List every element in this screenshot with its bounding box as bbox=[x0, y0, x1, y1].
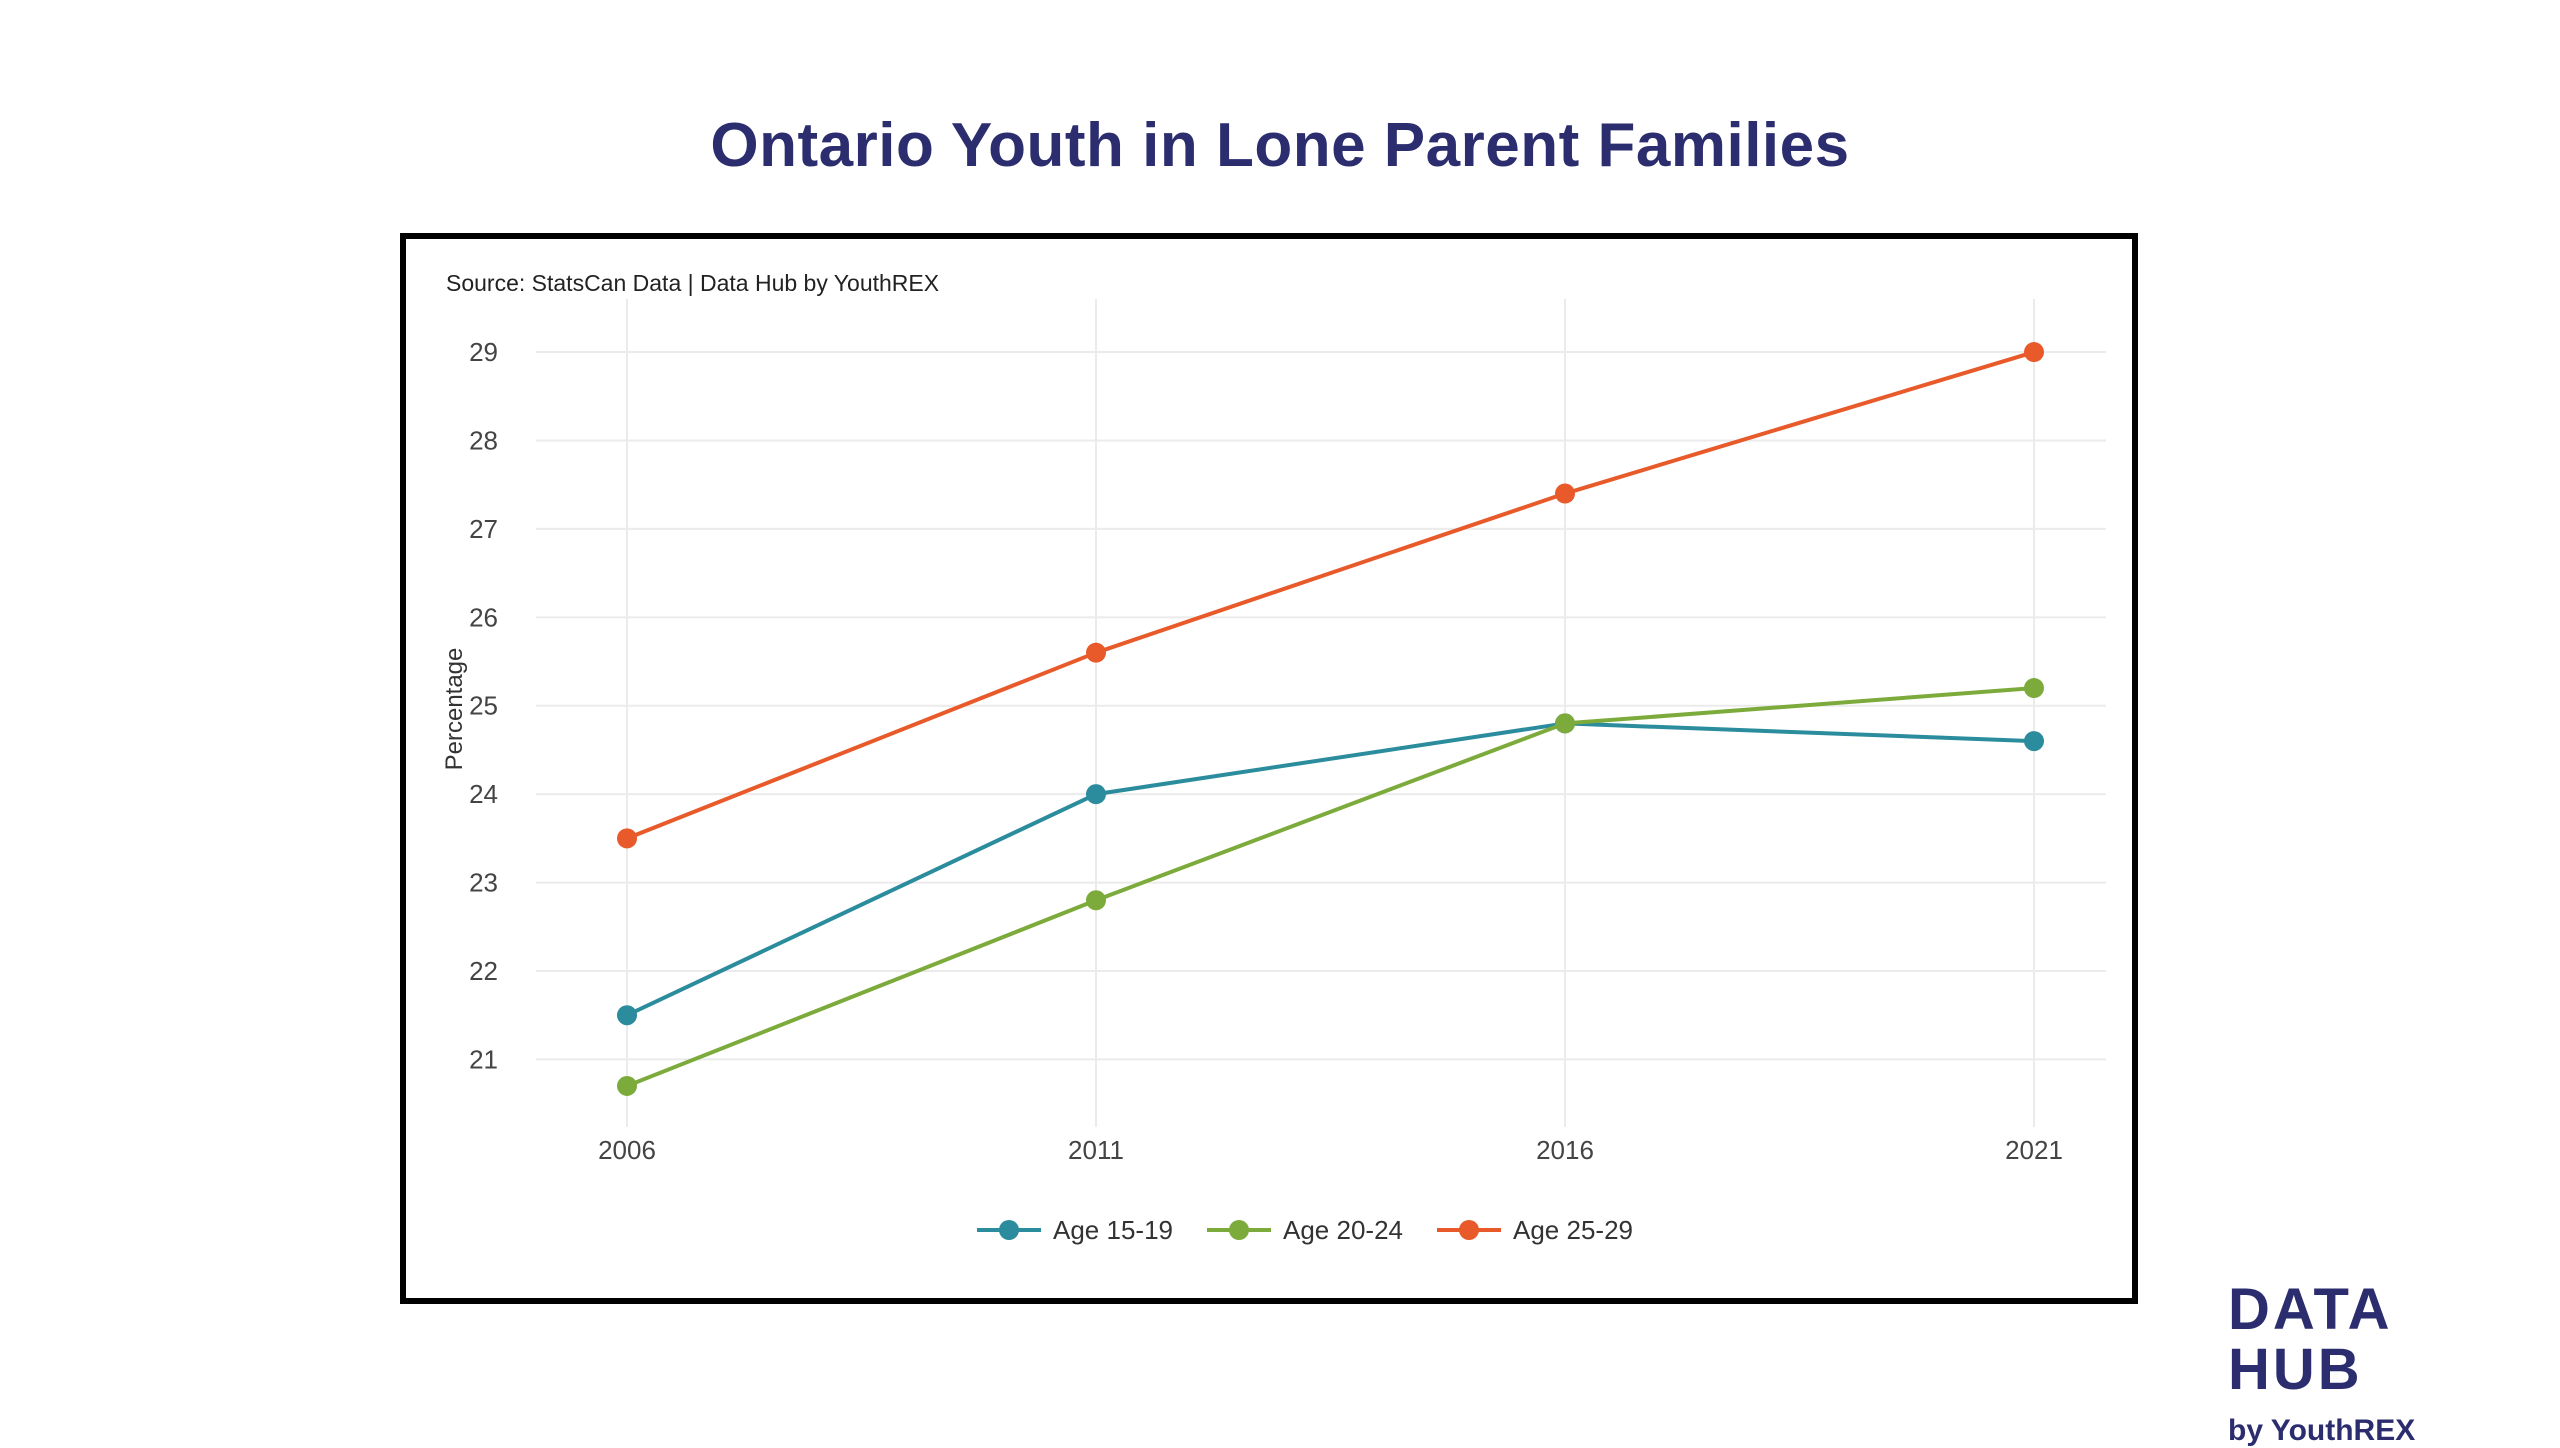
y-tick-label: 21 bbox=[469, 1044, 498, 1074]
data-point bbox=[1086, 890, 1106, 911]
y-axis-label: Percentage bbox=[441, 648, 468, 771]
legend-item: Age 25-29 bbox=[1437, 1215, 1633, 1245]
grid bbox=[536, 299, 2106, 1127]
series-line bbox=[625, 350, 2036, 841]
x-axis-ticks: 2006 2011 2016 2021 bbox=[598, 1135, 2063, 1165]
data-point bbox=[2024, 678, 2044, 699]
x-tick-label: 2006 bbox=[598, 1135, 656, 1165]
data-point bbox=[1086, 642, 1106, 663]
y-tick-label: 24 bbox=[469, 779, 498, 809]
data-point bbox=[1555, 713, 1575, 734]
y-tick-label: 23 bbox=[469, 868, 498, 898]
legend-marker bbox=[1229, 1220, 1249, 1240]
y-tick-label: 29 bbox=[469, 337, 498, 367]
data-point bbox=[2024, 731, 2044, 752]
x-tick-label: 2016 bbox=[1536, 1135, 1594, 1165]
legend-label: Age 15-19 bbox=[1053, 1215, 1173, 1245]
data-point bbox=[617, 1005, 637, 1026]
legend-label: Age 25-29 bbox=[1513, 1215, 1633, 1245]
legend-label: Age 20-24 bbox=[1283, 1215, 1403, 1245]
source-note: Source: StatsCan Data | Data Hub by Yout… bbox=[446, 270, 939, 296]
y-axis-ticks: 21 22 23 24 25 26 27 28 29 bbox=[469, 337, 498, 1074]
data-hub-logo: DATA HUB by YouthREX bbox=[2228, 1280, 2538, 1448]
logo-wordmark: DATA HUB bbox=[2228, 1277, 2391, 1402]
data-point bbox=[617, 828, 637, 849]
logo-tagline: by YouthREX bbox=[2228, 1414, 2416, 1447]
series-line bbox=[625, 721, 2036, 1018]
legend-marker bbox=[999, 1220, 1019, 1240]
x-tick-label: 2011 bbox=[1068, 1135, 1124, 1165]
legend: Age 15-19 Age 20-24 Age 25-29 bbox=[977, 1215, 1633, 1245]
chart-frame: Source: StatsCan Data | Data Hub by Yout… bbox=[400, 233, 2138, 1304]
y-tick-label: 28 bbox=[469, 425, 498, 455]
legend-item: Age 20-24 bbox=[1207, 1215, 1403, 1245]
legend-item: Age 15-19 bbox=[977, 1215, 1173, 1245]
line-chart: Source: StatsCan Data | Data Hub by Yout… bbox=[441, 270, 2106, 1245]
series-2 bbox=[617, 678, 2044, 1096]
data-point bbox=[1555, 483, 1575, 504]
series bbox=[617, 342, 2044, 1096]
legend-marker bbox=[1459, 1220, 1479, 1240]
y-tick-label: 27 bbox=[469, 514, 498, 544]
series-line bbox=[625, 686, 2036, 1088]
y-tick-label: 25 bbox=[469, 691, 498, 721]
data-point bbox=[2024, 342, 2044, 363]
y-tick-label: 22 bbox=[469, 956, 498, 986]
series-1 bbox=[617, 713, 2044, 1026]
series-3 bbox=[617, 342, 2044, 849]
data-point bbox=[1086, 784, 1106, 805]
page-title: Ontario Youth in Lone Parent Families bbox=[710, 111, 1850, 180]
y-tick-label: 26 bbox=[469, 602, 498, 632]
data-point bbox=[617, 1075, 637, 1096]
x-tick-label: 2021 bbox=[2005, 1135, 2063, 1165]
